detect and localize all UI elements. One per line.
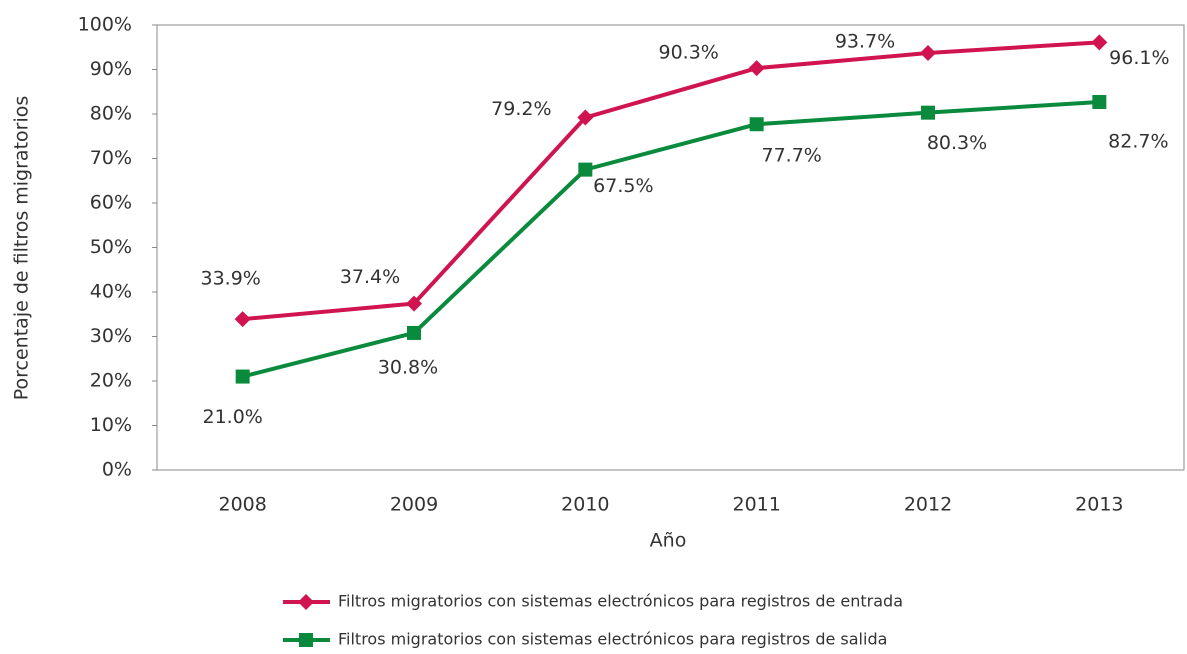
data-label: 79.2% [491,98,551,120]
data-point [748,60,765,77]
data-label: 80.3% [927,132,987,154]
data-label: 82.7% [1108,130,1168,152]
x-tick-label: 2010 [561,494,609,516]
data-label: 30.8% [378,356,438,378]
data-label: 37.4% [340,266,400,288]
data-point [406,295,422,312]
data-label: 33.9% [200,268,260,290]
data-label: 77.7% [761,145,821,167]
y-tick-label: 30% [90,325,132,347]
y-tick-label: 90% [90,58,132,80]
legend-label: Filtros migratorios con sistemas electró… [338,630,887,649]
x-axis-label: Año [650,530,687,552]
y-tick-label: 20% [90,370,132,392]
data-point [749,117,764,132]
legend-label: Filtros migratorios con sistemas electró… [338,592,903,611]
y-tick-label: 10% [90,414,132,436]
legend-marker [298,594,314,610]
series-line [242,99,1100,379]
data-label: 93.7% [835,31,895,53]
y-tick-label: 60% [90,192,132,214]
data-label: 21.0% [202,406,262,428]
y-tick-label: 80% [90,103,132,125]
x-tick-label: 2011 [732,494,780,516]
x-tick-label: 2013 [1075,494,1123,516]
data-point [234,311,251,328]
y-tick-label: 100% [78,14,132,36]
data-point [1091,34,1108,51]
data-point [920,45,936,62]
data-point [407,325,421,340]
data-label: 67.5% [593,175,653,197]
y-tick-label: 40% [90,281,132,303]
data-point [921,105,935,120]
data-point [1092,94,1107,109]
data-label: 96.1% [1109,47,1169,69]
x-tick-label: 2009 [390,494,438,516]
x-tick-label: 2008 [218,494,266,516]
data-point [235,369,250,384]
y-axis-label: Porcentaje de filtros migratorios [11,96,33,401]
data-point [577,109,594,126]
data-label: 90.3% [658,42,718,64]
y-tick-label: 50% [90,236,132,258]
legend-marker [299,633,313,647]
series-line [242,40,1100,322]
data-point [578,162,593,177]
y-tick-label: 70% [90,147,132,169]
x-tick-label: 2012 [904,494,952,516]
y-tick-label: 0% [102,459,132,481]
